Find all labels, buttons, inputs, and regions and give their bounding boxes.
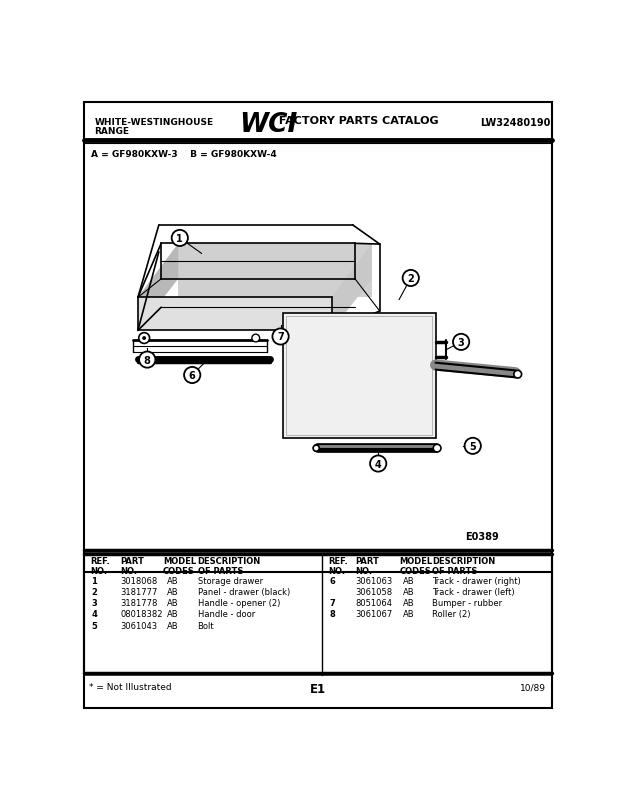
Text: E0389: E0389 — [465, 531, 498, 541]
Text: Track - drawer (left): Track - drawer (left) — [433, 587, 515, 597]
Circle shape — [252, 335, 260, 342]
Text: LW32480190: LW32480190 — [480, 118, 551, 128]
Text: A = GF980KXW-3    B = GF980KXW-4: A = GF980KXW-3 B = GF980KXW-4 — [92, 150, 277, 159]
Circle shape — [313, 446, 319, 451]
Text: 8: 8 — [144, 355, 151, 365]
Text: PART
NO.: PART NO. — [120, 556, 144, 576]
Text: AB: AB — [167, 577, 179, 585]
Text: 3061058: 3061058 — [355, 587, 392, 597]
Text: Panel - drawer (black): Panel - drawer (black) — [198, 587, 290, 597]
Text: 1: 1 — [92, 577, 97, 585]
Text: 1: 1 — [177, 234, 183, 243]
Text: 5: 5 — [92, 621, 97, 630]
Text: E1: E1 — [309, 683, 326, 695]
Circle shape — [139, 352, 156, 369]
Text: AB: AB — [403, 587, 415, 597]
Text: 6: 6 — [329, 577, 335, 585]
Text: 3061067: 3061067 — [355, 609, 392, 618]
Polygon shape — [332, 244, 372, 331]
Text: MODEL
CODES: MODEL CODES — [162, 556, 196, 576]
Polygon shape — [179, 244, 372, 298]
Text: 7: 7 — [277, 332, 284, 342]
Text: 4: 4 — [375, 459, 381, 469]
Text: 5: 5 — [469, 442, 476, 451]
Text: 6: 6 — [189, 370, 195, 381]
Text: MODEL
CODES: MODEL CODES — [399, 556, 432, 576]
Text: Bumper - rubber: Bumper - rubber — [433, 598, 503, 608]
Circle shape — [514, 371, 521, 378]
Text: 2: 2 — [407, 274, 414, 283]
Text: 2: 2 — [92, 587, 97, 597]
Polygon shape — [138, 244, 179, 331]
Circle shape — [139, 333, 149, 344]
Text: Handle - door: Handle - door — [198, 609, 255, 618]
Circle shape — [433, 445, 441, 452]
Circle shape — [172, 230, 188, 247]
Text: DESCRIPTION
OF PARTS: DESCRIPTION OF PARTS — [198, 556, 261, 576]
Text: 3: 3 — [458, 337, 464, 348]
Text: 08018382: 08018382 — [120, 609, 162, 618]
Text: 3: 3 — [92, 598, 97, 608]
Text: 3061043: 3061043 — [120, 621, 157, 630]
Text: 3181777: 3181777 — [120, 587, 157, 597]
Polygon shape — [138, 298, 332, 331]
Text: WHITE-WESTINGHOUSE: WHITE-WESTINGHOUSE — [94, 118, 214, 127]
Text: AB: AB — [167, 609, 179, 618]
Text: Track - drawer (right): Track - drawer (right) — [433, 577, 521, 585]
Text: 10/89: 10/89 — [520, 683, 546, 691]
Text: Storage drawer: Storage drawer — [198, 577, 263, 585]
Text: 3061063: 3061063 — [355, 577, 392, 585]
Text: FACTORY PARTS CATALOG: FACTORY PARTS CATALOG — [275, 116, 439, 125]
Text: 4: 4 — [92, 609, 97, 618]
Text: * = Not Illustrated: * = Not Illustrated — [89, 683, 172, 691]
Text: WCI: WCI — [239, 112, 297, 137]
Text: AB: AB — [403, 598, 415, 608]
Circle shape — [142, 336, 146, 340]
Text: AB: AB — [167, 598, 179, 608]
Text: AB: AB — [167, 587, 179, 597]
Text: RANGE: RANGE — [94, 127, 130, 137]
Text: AB: AB — [403, 577, 415, 585]
Text: Roller (2): Roller (2) — [433, 609, 471, 618]
Text: DESCRIPTION
OF PARTS: DESCRIPTION OF PARTS — [433, 556, 496, 576]
Text: PART
NO.: PART NO. — [355, 556, 379, 576]
Text: 3018068: 3018068 — [120, 577, 157, 585]
Text: REF.
NO.: REF. NO. — [90, 556, 110, 576]
Circle shape — [184, 368, 200, 384]
Circle shape — [464, 438, 481, 454]
Text: AB: AB — [403, 609, 415, 618]
Circle shape — [272, 329, 289, 345]
Text: AB: AB — [167, 621, 179, 630]
Circle shape — [453, 334, 469, 351]
Text: 8051064: 8051064 — [355, 598, 392, 608]
Text: REF.
NO.: REF. NO. — [328, 556, 348, 576]
Text: Bolt: Bolt — [198, 621, 215, 630]
Polygon shape — [283, 314, 435, 438]
Text: 8: 8 — [329, 609, 335, 618]
Text: 7: 7 — [329, 598, 335, 608]
Text: Handle - opener (2): Handle - opener (2) — [198, 598, 280, 608]
Text: 3181778: 3181778 — [120, 598, 157, 608]
Circle shape — [370, 456, 386, 472]
Circle shape — [402, 271, 419, 287]
